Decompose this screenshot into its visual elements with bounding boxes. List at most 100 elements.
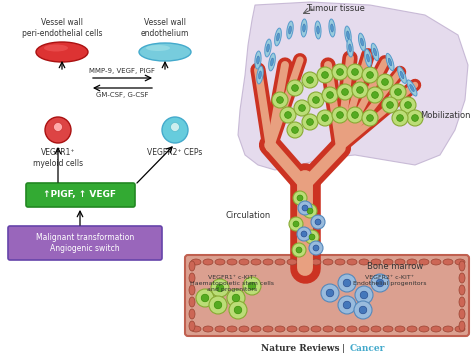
Ellipse shape: [299, 326, 309, 332]
Ellipse shape: [419, 259, 429, 265]
Ellipse shape: [338, 296, 356, 314]
Ellipse shape: [292, 85, 299, 91]
Ellipse shape: [347, 64, 363, 80]
Ellipse shape: [299, 259, 309, 265]
Ellipse shape: [362, 67, 378, 83]
Ellipse shape: [256, 56, 259, 64]
Ellipse shape: [347, 259, 357, 265]
Ellipse shape: [377, 74, 393, 90]
Ellipse shape: [323, 259, 333, 265]
Ellipse shape: [215, 259, 225, 265]
Ellipse shape: [360, 38, 364, 46]
Ellipse shape: [459, 285, 465, 295]
Ellipse shape: [189, 309, 195, 319]
Ellipse shape: [191, 259, 201, 265]
Ellipse shape: [371, 259, 381, 265]
Ellipse shape: [332, 64, 348, 80]
Ellipse shape: [390, 84, 406, 100]
Ellipse shape: [307, 119, 313, 125]
Polygon shape: [238, 2, 468, 170]
Ellipse shape: [352, 111, 358, 118]
Ellipse shape: [214, 301, 222, 309]
Ellipse shape: [367, 87, 383, 103]
Ellipse shape: [36, 42, 88, 62]
Ellipse shape: [317, 110, 333, 126]
Ellipse shape: [407, 80, 417, 96]
Ellipse shape: [277, 97, 283, 103]
Text: Mobilization: Mobilization: [420, 110, 470, 119]
Ellipse shape: [419, 326, 429, 332]
Ellipse shape: [323, 326, 333, 332]
Ellipse shape: [321, 115, 328, 121]
Ellipse shape: [346, 31, 349, 39]
Ellipse shape: [332, 107, 348, 123]
Ellipse shape: [337, 84, 353, 100]
Ellipse shape: [203, 259, 213, 265]
Ellipse shape: [171, 122, 180, 131]
Ellipse shape: [374, 48, 377, 56]
Ellipse shape: [443, 326, 453, 332]
Ellipse shape: [362, 110, 378, 126]
Ellipse shape: [255, 51, 261, 69]
Ellipse shape: [293, 221, 299, 227]
Ellipse shape: [330, 24, 333, 32]
Ellipse shape: [287, 21, 293, 39]
Text: Circulation: Circulation: [225, 211, 271, 220]
Ellipse shape: [321, 72, 328, 78]
Ellipse shape: [397, 115, 403, 121]
Ellipse shape: [44, 45, 68, 52]
Ellipse shape: [317, 26, 319, 34]
FancyBboxPatch shape: [8, 226, 162, 260]
Ellipse shape: [395, 326, 405, 332]
Ellipse shape: [292, 127, 299, 133]
Text: Bone marrow: Bone marrow: [367, 262, 423, 271]
Ellipse shape: [299, 105, 305, 111]
Ellipse shape: [366, 54, 370, 62]
Ellipse shape: [455, 259, 465, 265]
Ellipse shape: [400, 71, 404, 79]
Ellipse shape: [382, 79, 388, 85]
Ellipse shape: [276, 33, 280, 41]
Ellipse shape: [302, 205, 308, 211]
Ellipse shape: [305, 230, 319, 244]
Ellipse shape: [386, 53, 394, 71]
Ellipse shape: [407, 110, 423, 126]
Ellipse shape: [297, 195, 303, 201]
Ellipse shape: [443, 259, 453, 265]
Ellipse shape: [287, 80, 303, 96]
Ellipse shape: [271, 58, 273, 66]
Ellipse shape: [292, 243, 306, 257]
Text: |: |: [342, 344, 345, 353]
Ellipse shape: [376, 279, 384, 287]
Ellipse shape: [258, 71, 262, 79]
Text: VEGFR1⁺
myeloid cells: VEGFR1⁺ myeloid cells: [33, 148, 83, 168]
Ellipse shape: [366, 115, 374, 121]
Ellipse shape: [303, 204, 317, 218]
Ellipse shape: [313, 245, 319, 251]
Text: MMP-9, VEGF, PlGF: MMP-9, VEGF, PlGF: [89, 68, 155, 74]
Ellipse shape: [394, 89, 401, 95]
Ellipse shape: [354, 301, 372, 319]
Text: GM-CSF, G-CSF: GM-CSF, G-CSF: [96, 92, 148, 98]
Ellipse shape: [196, 289, 214, 307]
Ellipse shape: [338, 274, 356, 292]
Ellipse shape: [189, 297, 195, 307]
Ellipse shape: [383, 326, 393, 332]
Ellipse shape: [229, 301, 247, 319]
Ellipse shape: [309, 241, 323, 255]
Ellipse shape: [269, 53, 275, 71]
Ellipse shape: [239, 259, 249, 265]
Ellipse shape: [294, 100, 310, 116]
Ellipse shape: [407, 326, 417, 332]
Ellipse shape: [263, 326, 273, 332]
Ellipse shape: [227, 259, 237, 265]
Ellipse shape: [289, 26, 292, 34]
Ellipse shape: [139, 43, 191, 61]
Ellipse shape: [359, 306, 367, 314]
Ellipse shape: [257, 66, 263, 84]
Ellipse shape: [359, 326, 369, 332]
Text: Malignant transformation
Angiogenic switch: Malignant transformation Angiogenic swit…: [36, 233, 134, 253]
Ellipse shape: [352, 82, 368, 98]
Ellipse shape: [372, 91, 378, 98]
Ellipse shape: [352, 69, 358, 76]
